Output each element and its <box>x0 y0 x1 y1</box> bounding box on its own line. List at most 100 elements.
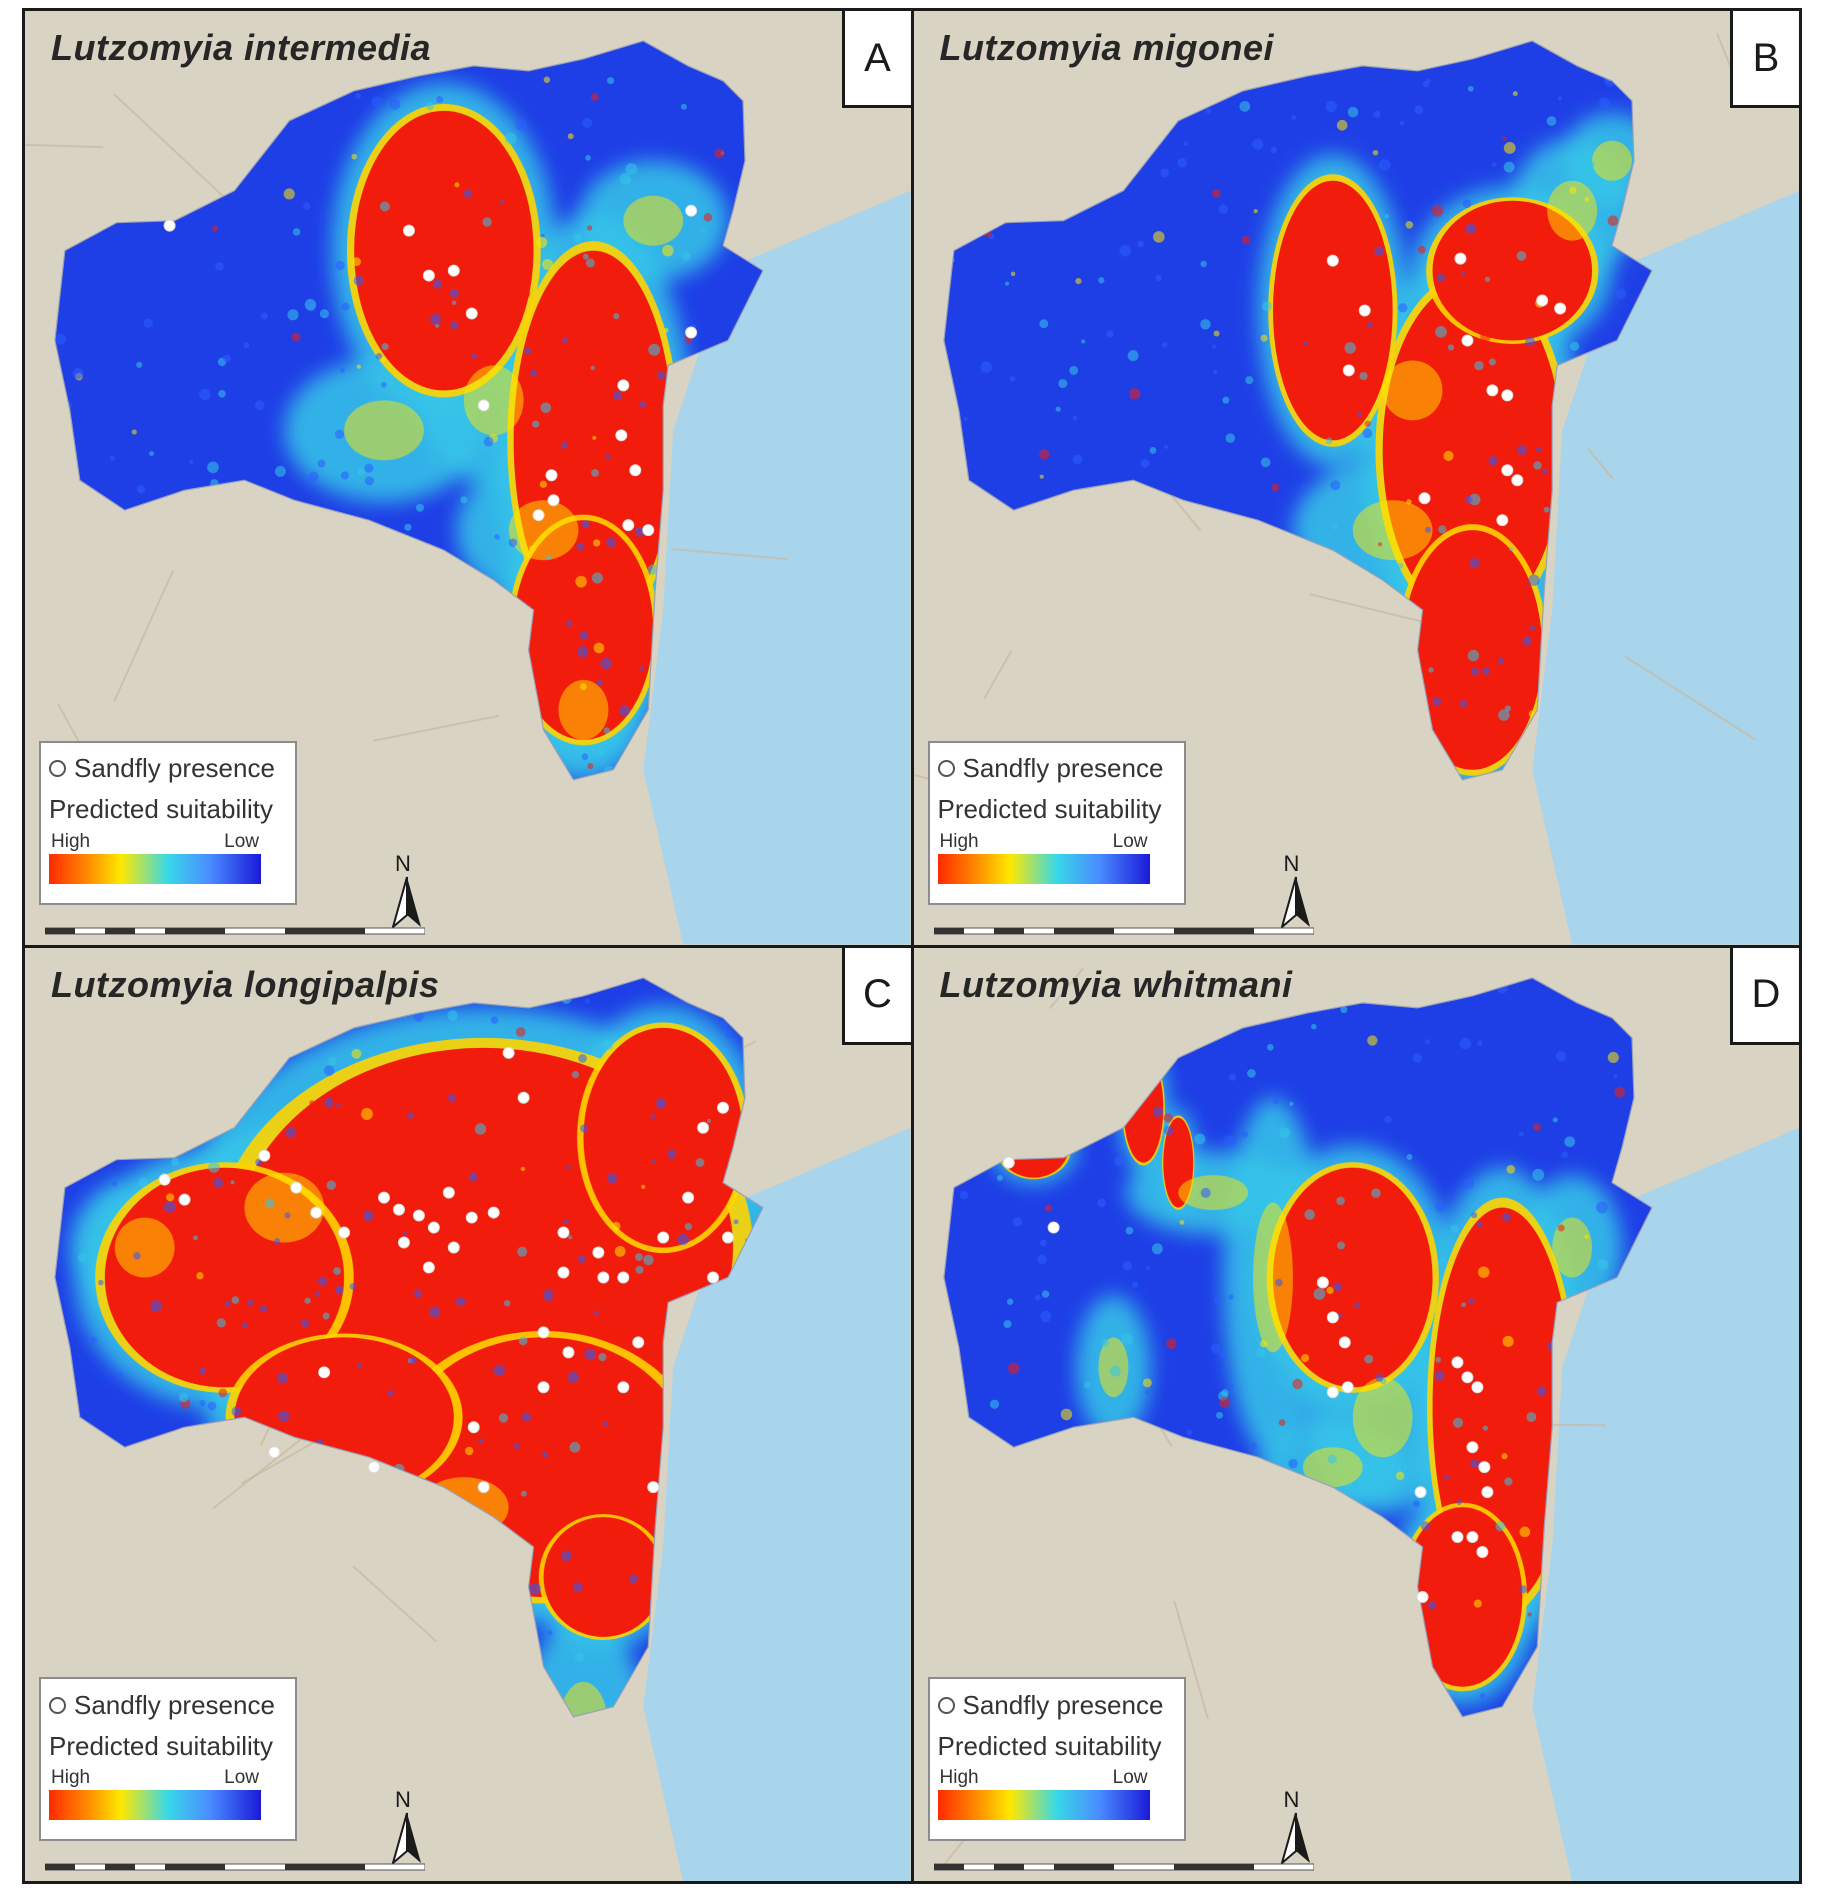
map-panel-c: Lutzomyia longipalpis C Sandfly presence… <box>25 947 911 1881</box>
map-panel-b: Lutzomyia migonei B Sandfly presence Pre… <box>913 11 1799 945</box>
basemap-road <box>1586 447 1614 480</box>
species-title-d: Lutzomyia whitmani <box>939 963 1293 1005</box>
panel-label-b: B <box>1730 11 1799 108</box>
sandfly-presence-point <box>615 429 628 442</box>
north-arrow-icon: N <box>383 851 431 931</box>
sandfly-presence-point <box>487 1206 500 1219</box>
presence-label: Sandfly presence <box>74 753 275 783</box>
sandfly-presence-point <box>1465 1440 1478 1453</box>
basemap-road <box>982 649 1012 700</box>
sandfly-presence-point <box>1535 294 1548 307</box>
map-panel-d: Lutzomyia whitmani D Sandfly presence Pr… <box>913 947 1799 1881</box>
sandfly-presence-point <box>397 1236 410 1249</box>
sandfly-presence-point <box>647 1480 660 1493</box>
low-label: Low <box>1112 830 1148 852</box>
north-label: N <box>1283 850 1300 876</box>
sandfly-presence-point <box>537 1325 550 1338</box>
sandfly-presence-point <box>378 1191 390 1204</box>
suitability-label: Predicted suitability <box>937 794 1162 824</box>
sandfly-presence-point <box>1465 1530 1478 1543</box>
presence-marker-icon <box>49 760 66 777</box>
sandfly-presence-point <box>1450 1530 1463 1543</box>
sandfly-presence-point <box>1495 514 1508 527</box>
figure-grid: Lutzomyia intermedia A Sandfly presence … <box>22 8 1802 1884</box>
sandfly-presence-point <box>722 1231 734 1244</box>
sandfly-presence-point <box>1553 302 1566 315</box>
sandfly-presence-point <box>402 224 415 237</box>
presence-marker-icon <box>937 1696 955 1714</box>
sandfly-presence-point <box>562 1345 575 1358</box>
sandfly-presence-point <box>1342 364 1355 377</box>
sandfly-presence-point <box>447 264 460 277</box>
sandfly-presence-point <box>1047 1221 1060 1234</box>
sandfly-presence-point <box>1358 304 1371 317</box>
suitability-gradient <box>49 1790 261 1820</box>
high-label: High <box>51 830 91 852</box>
sandfly-presence-point <box>557 1226 570 1239</box>
suitability-label: Predicted suitability <box>49 794 273 824</box>
basemap-road <box>1172 1600 1209 1719</box>
suitability-map-a <box>25 11 911 945</box>
north-label: N <box>1283 1787 1300 1812</box>
sandfly-presence-point <box>412 1209 425 1222</box>
sandfly-presence-point <box>368 1460 380 1473</box>
legend-c: Sandfly presence Predicted suitability H… <box>39 1677 297 1841</box>
sandfly-presence-point <box>1470 1380 1483 1393</box>
sandfly-presence-point <box>1480 1485 1493 1498</box>
sandfly-presence-point <box>617 379 630 392</box>
presence-marker-icon <box>49 1696 66 1714</box>
sandfly-presence-point <box>685 326 698 339</box>
legend-a: Sandfly presence Predicted suitability H… <box>39 740 297 905</box>
sandfly-presence-point <box>537 1380 550 1393</box>
state-outline <box>942 976 1653 1717</box>
low-label: Low <box>224 1767 259 1788</box>
basemap-road <box>1308 593 1443 628</box>
panel-label-c: C <box>841 947 911 1045</box>
high-label: High <box>939 830 979 852</box>
panel-label-a: A <box>841 11 911 108</box>
sandfly-presence-point <box>1338 1335 1351 1348</box>
basemap-road <box>1623 655 1756 741</box>
basemap-road <box>113 93 239 211</box>
map-panel-a: Lutzomyia intermedia A Sandfly presence … <box>25 11 911 945</box>
sandfly-presence-point <box>465 307 478 320</box>
species-title-b: Lutzomyia migonei <box>939 27 1275 68</box>
sandfly-presence-point <box>290 1181 303 1194</box>
sandfly-presence-point <box>1326 1385 1339 1398</box>
suitability-gradient <box>49 853 261 884</box>
sandfly-presence-point <box>717 1101 730 1114</box>
sandfly-presence-point <box>707 1270 720 1283</box>
state-outline <box>54 40 764 781</box>
basemap-road <box>25 143 104 149</box>
sandfly-presence-point <box>447 1241 460 1254</box>
basemap-sea <box>643 190 911 945</box>
north-label: N <box>395 850 411 876</box>
basemap-road <box>112 570 174 703</box>
basemap-sea <box>1531 190 1799 945</box>
basemap-road <box>352 1564 438 1642</box>
sandfly-presence-point <box>532 509 545 522</box>
sandfly-presence-point <box>310 1206 323 1219</box>
basemap-road <box>1167 491 1201 532</box>
north-arrow-icon: N <box>1272 1787 1320 1867</box>
scale-bar <box>933 1863 1314 1871</box>
scale-bar <box>45 1863 425 1871</box>
sandfly-presence-point <box>442 1186 455 1199</box>
sandfly-presence-point <box>682 1191 695 1204</box>
sandfly-presence-point <box>1341 1380 1354 1393</box>
sandfly-presence-point <box>629 464 642 477</box>
sandfly-presence-point <box>1460 334 1473 347</box>
sandfly-presence-point <box>422 269 435 282</box>
presence-marker-icon <box>937 760 955 777</box>
sandfly-presence-point <box>617 1270 630 1283</box>
low-label: Low <box>1112 1767 1148 1788</box>
scale-bar <box>933 927 1314 934</box>
sandfly-presence-point <box>338 1226 351 1239</box>
sandfly-presence-point <box>163 219 176 232</box>
sandfly-presence-point <box>318 1365 331 1378</box>
basemap-sea <box>1531 1127 1799 1881</box>
legend-b: Sandfly presence Predicted suitability H… <box>927 740 1186 905</box>
suitability-gradient <box>937 853 1150 884</box>
sandfly-presence-point <box>1002 1156 1015 1169</box>
sandfly-presence-point <box>557 1265 570 1278</box>
